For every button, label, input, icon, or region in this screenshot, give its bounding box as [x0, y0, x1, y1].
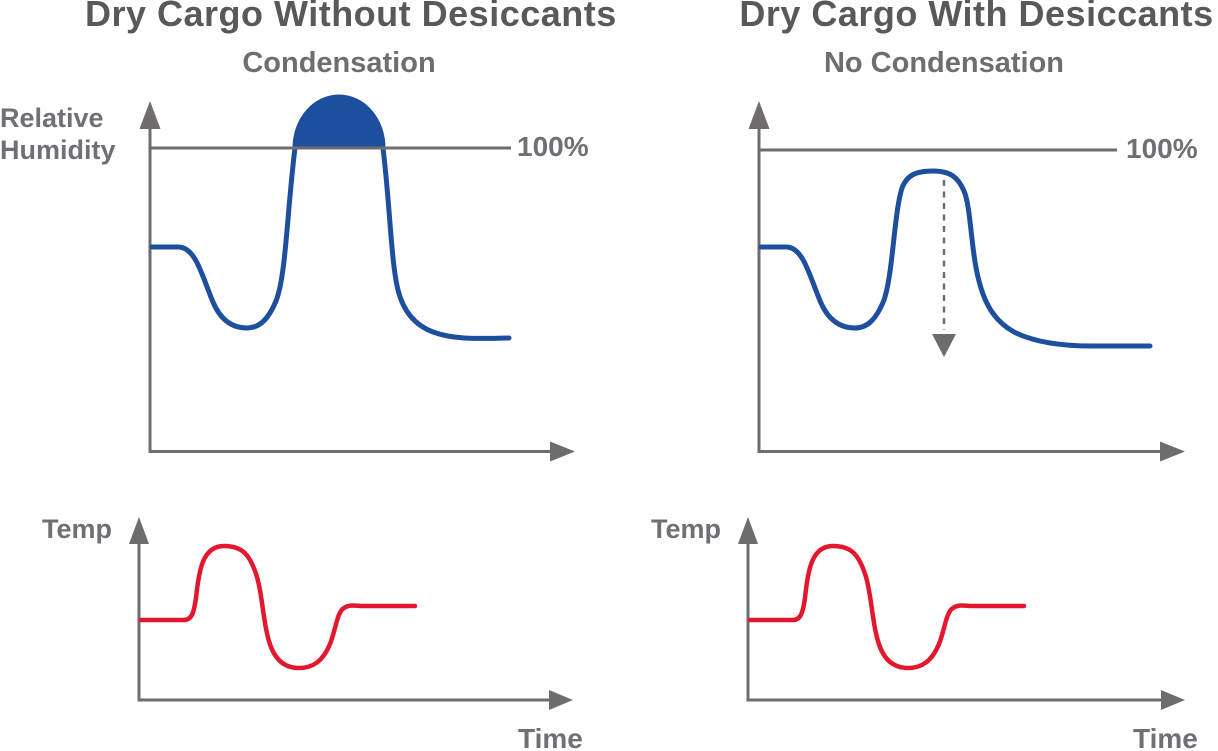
left-panel-subtitle: Condensation	[242, 47, 436, 79]
right-humidity-axis-arrowheads	[748, 101, 1185, 462]
left-temp-axes	[137, 540, 551, 702]
right-temp-chart	[738, 517, 1185, 710]
humidity-drop-arrow-icon	[932, 334, 956, 357]
y-axis-arrow-icon	[748, 101, 770, 129]
x-axis-arrow-icon	[549, 690, 573, 710]
right-temp-axis-label: Temp	[651, 514, 722, 544]
right-hundred-percent-label: 100%	[1126, 133, 1198, 164]
left-temp-chart	[129, 517, 573, 710]
left-panel-title: Dry Cargo Without Desiccants	[85, 0, 617, 34]
right-time-axis-label: Time	[1133, 723, 1198, 751]
left-hundred-percent-label: 100%	[517, 131, 589, 162]
x-axis-arrow-icon	[1161, 690, 1185, 710]
x-axis-arrow-icon	[550, 441, 575, 462]
left-temp-axis-arrowheads	[129, 517, 573, 710]
right-panel-subtitle: No Condensation	[823, 47, 1065, 79]
y-axis-arrow-icon	[129, 517, 149, 544]
x-axis-arrow-icon	[1160, 441, 1185, 462]
right-humidity-axes	[757, 126, 1163, 453]
right-panel-title: Dry Cargo With Desiccants	[739, 0, 1214, 34]
condensation-dome	[295, 97, 383, 148]
left-humidity-axes	[148, 126, 553, 453]
y-axis-arrow-icon	[738, 517, 758, 544]
relative-humidity-axis-label: Relative Humidity	[0, 103, 116, 166]
left-temp-axis-label: Temp	[42, 514, 113, 544]
right-temp-axis-arrowheads	[738, 517, 1185, 710]
left-humidity-axis-arrowheads	[139, 101, 575, 462]
y-axis-arrow-icon	[139, 101, 161, 129]
left-time-axis-label: Time	[518, 723, 583, 751]
temperature-curve	[138, 543, 418, 671]
left-humidity-chart	[139, 94, 575, 462]
right-humidity-chart	[748, 101, 1185, 462]
temperature-curve	[747, 543, 1027, 671]
humidity-curve	[758, 168, 1153, 349]
